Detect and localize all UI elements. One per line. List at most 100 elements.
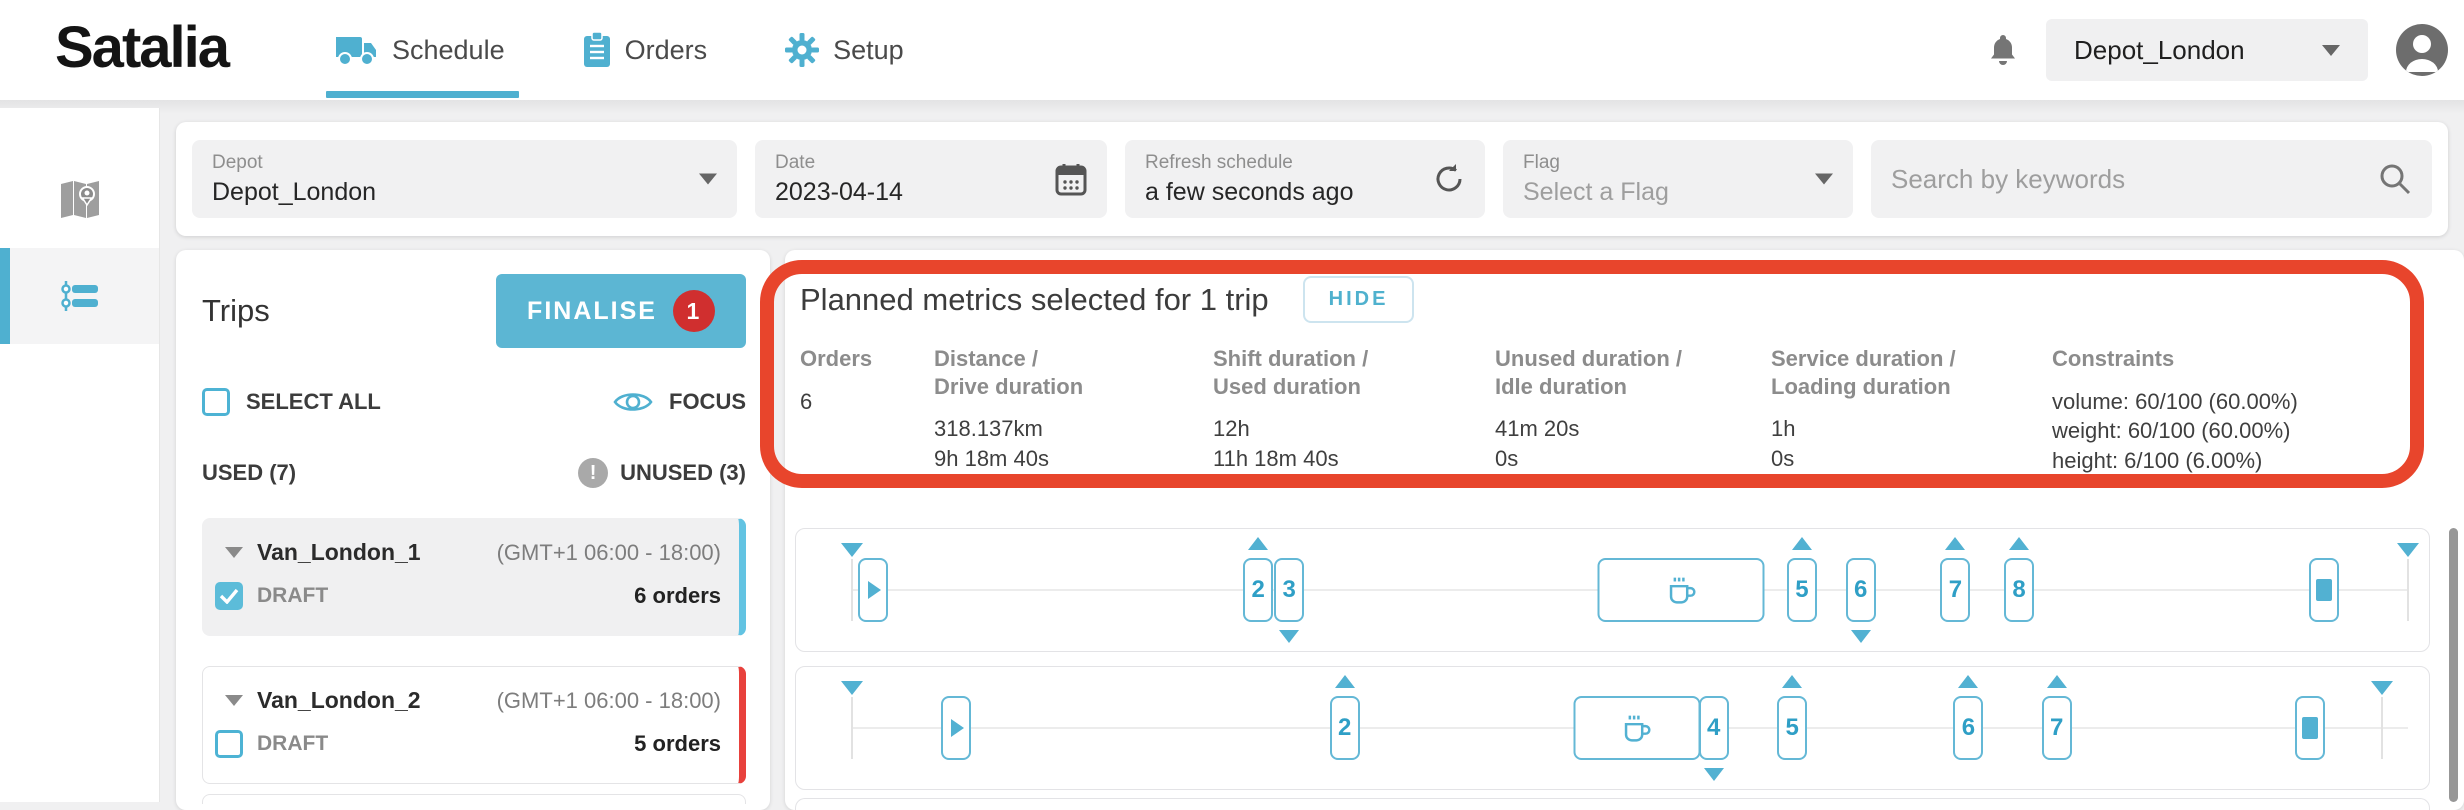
trip-orders-count: 5 orders <box>634 731 721 756</box>
stop-box[interactable]: 8 <box>2004 558 2035 622</box>
stop-box[interactable]: 4 <box>1698 696 1729 760</box>
arrow-down-icon <box>1279 630 1300 643</box>
depot-switcher-value: Depot_London <box>2074 34 2245 65</box>
flag-filter-label: Flag <box>1523 151 1560 173</box>
trip-checkbox[interactable] <box>215 730 243 758</box>
shift-marker-triangle-icon <box>2370 681 2393 695</box>
stop-box[interactable]: 6 <box>1845 558 1876 622</box>
metric-value: volume: 60/100 (60.00%) weight: 60/100 (6… <box>2052 388 2298 473</box>
trip-status-badge: DRAFT <box>257 732 329 755</box>
flag-filter[interactable]: Flag Select a Flag <box>1503 140 1853 218</box>
metrics-title: Planned metrics selected for 1 trip <box>800 281 1269 317</box>
refresh-schedule-field[interactable]: Refresh schedule a few seconds ago <box>1125 140 1485 218</box>
main-nav: Schedule Orders <box>326 0 908 100</box>
stop-box[interactable]: 7 <box>2041 696 2072 760</box>
trip-card-van-london-1[interactable]: Van_London_1 (GMT+1 06:00 - 18:00) DRAFT… <box>202 518 746 636</box>
arrow-up-icon <box>1782 675 1803 688</box>
start-box[interactable] <box>857 558 888 622</box>
calendar-icon <box>1055 162 1087 196</box>
sidebar-item-timeline[interactable] <box>0 248 159 344</box>
trip-card-partial <box>202 794 746 804</box>
stop-square-icon <box>2301 717 2318 739</box>
metric-value: 1h 0s <box>1771 416 1796 471</box>
stop-box[interactable]: 7 <box>1940 558 1971 622</box>
shift-marker-tick <box>2380 697 2383 759</box>
play-icon <box>867 581 881 599</box>
refresh-schedule-label: Refresh schedule <box>1145 151 1293 173</box>
tab-orders[interactable]: Orders <box>579 0 712 100</box>
shift-marker-triangle-icon <box>840 681 863 695</box>
stop-box[interactable]: 3 <box>1274 558 1305 622</box>
shift-marker-tick <box>2406 559 2409 621</box>
left-sidebar <box>0 108 160 802</box>
arrow-up-icon <box>2046 675 2067 688</box>
metric-label: Constraints <box>2052 346 2175 371</box>
finalise-button[interactable]: FINALISE 1 <box>496 274 746 348</box>
expand-caret-icon[interactable] <box>225 695 243 706</box>
select-all-label: SELECT ALL <box>246 389 381 414</box>
metric-value: 318.137km 9h 18m 40s <box>934 416 1049 471</box>
arrow-up-icon <box>1334 675 1355 688</box>
vertical-scrollbar[interactable] <box>2449 528 2458 802</box>
start-box[interactable] <box>941 696 972 760</box>
trips-panel-title: Trips <box>202 293 270 328</box>
coffee-cup-icon <box>1669 577 1696 604</box>
stop-box[interactable]: 5 <box>1786 558 1817 622</box>
trip-shift-hours: (GMT+1 06:00 - 18:00) <box>496 687 721 713</box>
metric-column: Unused duration / Idle duration 41m 20s 0s <box>1495 345 1771 476</box>
stop-box[interactable]: 2 <box>1243 558 1274 622</box>
expand-caret-icon[interactable] <box>225 547 243 558</box>
break-box[interactable] <box>1573 696 1701 760</box>
trip-card-van-london-2[interactable]: Van_London_2 (GMT+1 06:00 - 18:00) DRAFT… <box>202 666 746 784</box>
metric-column: Constraints volume: 60/100 (60.00%) weight… <box>2052 345 2412 476</box>
coffee-cup-icon <box>1625 715 1652 742</box>
metric-column: Distance / Drive duration 318.137km 9h 18m … <box>934 345 1213 476</box>
user-avatar[interactable] <box>2396 24 2448 76</box>
date-filter[interactable]: Date 2023-04-14 <box>755 140 1107 218</box>
sidebar-item-map[interactable] <box>0 152 159 248</box>
map-icon <box>59 180 101 220</box>
clipboard-icon <box>583 32 611 68</box>
break-box[interactable] <box>1597 558 1765 622</box>
arrow-up-icon <box>1945 537 1966 550</box>
tab-setup-label: Setup <box>833 34 904 65</box>
depot-filter-label: Depot <box>212 151 263 173</box>
stop-box[interactable]: 2 <box>1329 696 1360 760</box>
metric-label: Orders <box>800 346 873 371</box>
chevron-down-icon <box>2322 44 2340 56</box>
end-box[interactable] <box>2294 696 2325 760</box>
depot-filter[interactable]: Depot Depot_London <box>192 140 737 218</box>
metric-value: 41m 20s 0s <box>1495 416 1580 471</box>
search-icon <box>2378 162 2412 196</box>
focus-toggle[interactable]: FOCUS <box>613 388 746 416</box>
refresh-icon[interactable] <box>1433 162 1465 196</box>
stop-box[interactable]: 5 <box>1777 696 1808 760</box>
finalise-count-badge: 1 <box>672 290 715 332</box>
hide-metrics-button[interactable]: HIDE <box>1302 276 1415 323</box>
select-all-control[interactable]: SELECT ALL <box>202 388 381 416</box>
metric-label: Service duration / Loading duration <box>1771 346 1956 399</box>
select-all-checkbox[interactable] <box>202 388 230 416</box>
truck-icon <box>334 33 378 67</box>
chevron-down-icon <box>1815 173 1833 185</box>
notification-bell-icon[interactable] <box>1988 33 2018 67</box>
focus-label: FOCUS <box>669 389 746 414</box>
arrow-up-icon <box>1248 537 1269 550</box>
tab-schedule[interactable]: Schedule <box>326 0 519 100</box>
tab-setup[interactable]: Setup <box>781 0 908 100</box>
trip-checkbox[interactable] <box>215 582 243 610</box>
depot-switcher[interactable]: Depot_London <box>2046 19 2368 81</box>
schedule-panel: Planned metrics selected for 1 trip HIDE… <box>785 250 2464 810</box>
search-input[interactable]: Search by keywords <box>1871 140 2432 218</box>
unused-count-control[interactable]: ! UNUSED (3) <box>578 458 746 488</box>
trip-name: Van_London_1 <box>257 539 421 565</box>
end-box[interactable] <box>2309 558 2340 622</box>
metric-value: 6 <box>800 388 813 414</box>
used-count-label[interactable]: USED (7) <box>202 460 297 485</box>
chevron-down-icon <box>699 173 717 185</box>
stop-box[interactable]: 6 <box>1953 696 1984 760</box>
arrow-down-icon <box>1850 630 1871 643</box>
metric-label: Shift duration / Used duration <box>1213 346 1369 399</box>
refresh-schedule-value: a few seconds ago <box>1145 177 1354 206</box>
trip-orders-count: 6 orders <box>634 583 721 608</box>
